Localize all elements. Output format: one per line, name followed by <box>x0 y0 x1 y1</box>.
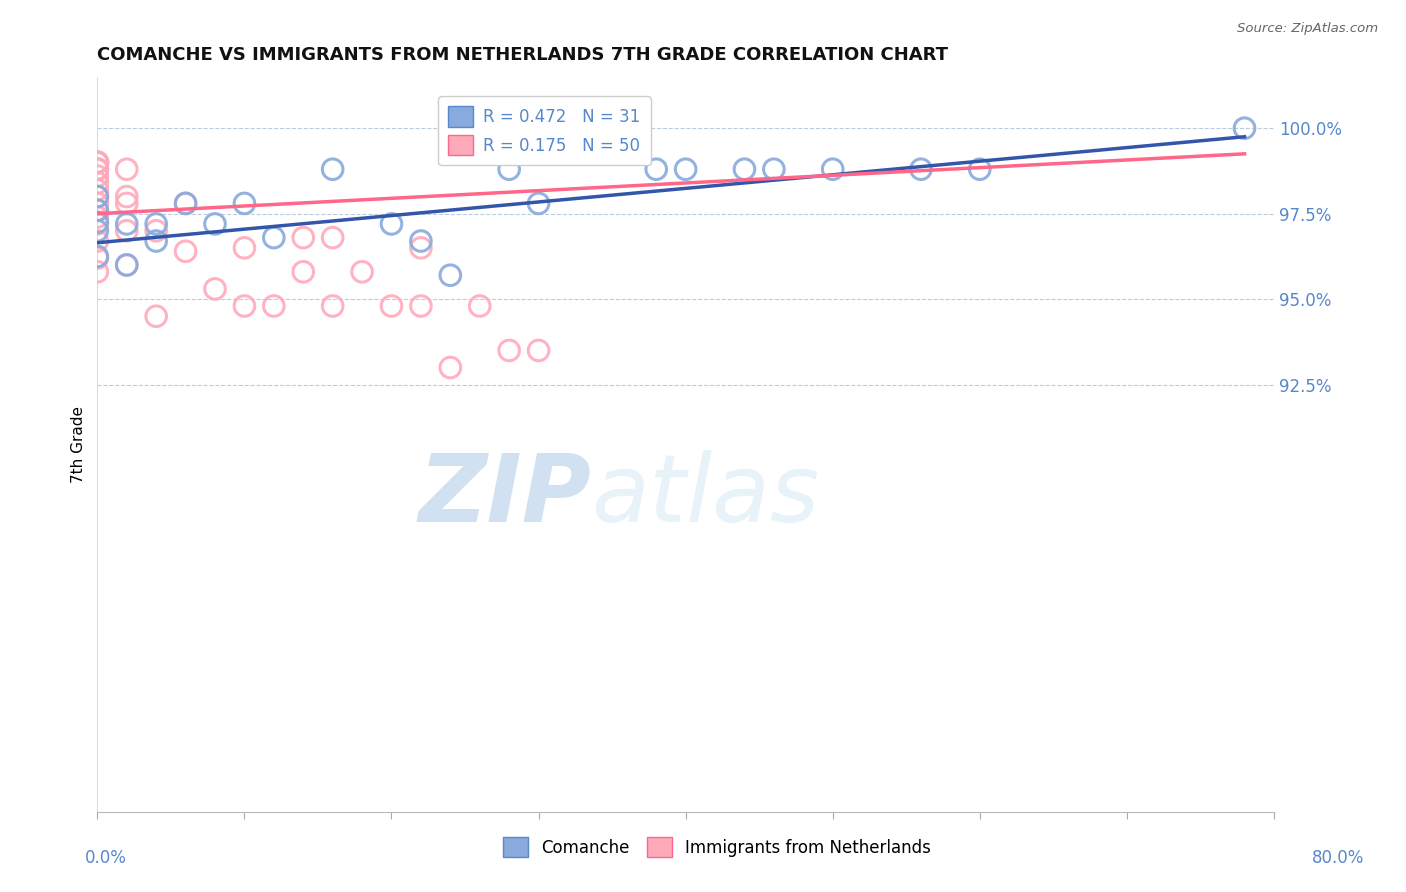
Text: 0.0%: 0.0% <box>84 849 127 867</box>
Point <box>145 234 167 248</box>
Point <box>86 183 108 197</box>
Point <box>86 176 108 190</box>
Point <box>115 189 138 203</box>
Point <box>821 162 844 177</box>
Text: ZIP: ZIP <box>419 450 592 542</box>
Point <box>86 265 108 279</box>
Y-axis label: 7th Grade: 7th Grade <box>72 406 86 483</box>
Point <box>380 299 402 313</box>
Point <box>145 310 167 324</box>
Point <box>322 162 344 177</box>
Point <box>86 210 108 224</box>
Point <box>409 299 432 313</box>
Point <box>292 230 315 244</box>
Point <box>145 224 167 238</box>
Point <box>292 265 315 279</box>
Point <box>86 203 108 218</box>
Point <box>86 162 108 177</box>
Point <box>233 196 256 211</box>
Point <box>115 217 138 231</box>
Point <box>86 234 108 248</box>
Point <box>115 162 138 177</box>
Point <box>204 217 226 231</box>
Text: atlas: atlas <box>592 450 820 541</box>
Point <box>86 189 108 203</box>
Point <box>645 162 668 177</box>
Point <box>86 196 108 211</box>
Point <box>733 162 755 177</box>
Point <box>86 155 108 169</box>
Point <box>233 299 256 313</box>
Legend: R = 0.472   N = 31, R = 0.175   N = 50: R = 0.472 N = 31, R = 0.175 N = 50 <box>439 96 651 165</box>
Point <box>439 268 461 283</box>
Point <box>263 230 285 244</box>
Point <box>115 196 138 211</box>
Text: COMANCHE VS IMMIGRANTS FROM NETHERLANDS 7TH GRADE CORRELATION CHART: COMANCHE VS IMMIGRANTS FROM NETHERLANDS … <box>97 46 949 64</box>
Point <box>439 360 461 375</box>
Point <box>86 217 108 231</box>
Point <box>86 203 108 218</box>
Point <box>115 258 138 272</box>
Point <box>86 162 108 177</box>
Point <box>233 241 256 255</box>
Point <box>115 258 138 272</box>
Point <box>86 155 108 169</box>
Point <box>527 196 550 211</box>
Point <box>910 162 932 177</box>
Text: 80.0%: 80.0% <box>1312 849 1365 867</box>
Point <box>86 162 108 177</box>
Point <box>174 196 197 211</box>
Point <box>86 169 108 183</box>
Text: Source: ZipAtlas.com: Source: ZipAtlas.com <box>1237 22 1378 36</box>
Point <box>498 343 520 358</box>
Point <box>322 299 344 313</box>
Point <box>675 162 697 177</box>
Point <box>762 162 785 177</box>
Point <box>86 155 108 169</box>
Point <box>409 234 432 248</box>
Point <box>322 230 344 244</box>
Point <box>86 155 108 169</box>
Point <box>86 249 108 263</box>
Point <box>174 196 197 211</box>
Legend: Comanche, Immigrants from Netherlands: Comanche, Immigrants from Netherlands <box>496 830 938 864</box>
Point <box>409 241 432 255</box>
Point <box>468 299 491 313</box>
Point <box>1233 121 1256 136</box>
Point <box>352 265 374 279</box>
Point <box>145 217 167 231</box>
Point <box>498 162 520 177</box>
Point <box>263 299 285 313</box>
Point <box>527 343 550 358</box>
Point <box>115 224 138 238</box>
Point <box>86 155 108 169</box>
Point <box>86 251 108 265</box>
Point <box>204 282 226 296</box>
Point <box>969 162 991 177</box>
Point <box>86 155 108 169</box>
Point <box>86 189 108 203</box>
Point <box>86 224 108 238</box>
Point <box>174 244 197 259</box>
Point <box>86 215 108 229</box>
Point <box>380 217 402 231</box>
